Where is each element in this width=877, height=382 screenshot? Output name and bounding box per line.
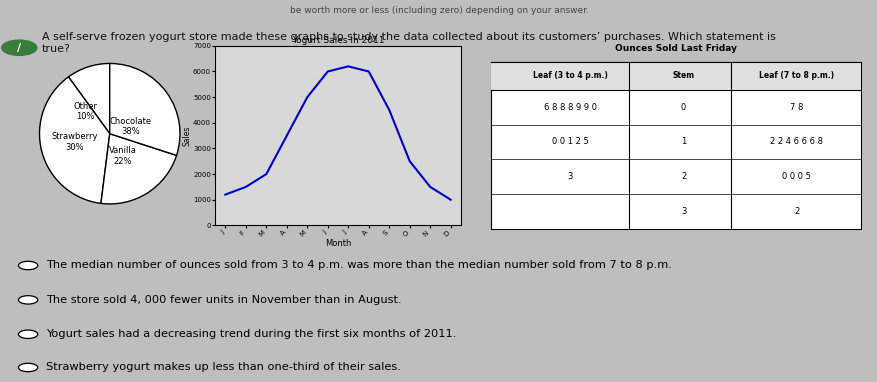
Text: Vanilla
22%: Vanilla 22% [109,146,136,166]
Text: 6 8 8 8 9 9 0: 6 8 8 8 9 9 0 [543,103,596,112]
Text: /: / [18,43,21,53]
Text: A self-serve frozen yogurt store made these graphs to study the data collected a: A self-serve frozen yogurt store made th… [42,32,775,54]
Text: 3: 3 [567,172,573,181]
Wedge shape [101,134,176,204]
Text: Ounces Sold Last Friday: Ounces Sold Last Friday [615,44,736,53]
Y-axis label: Sales: Sales [182,125,191,146]
Circle shape [18,330,38,338]
Text: Leaf (7 to 8 p.m.): Leaf (7 to 8 p.m.) [759,71,833,81]
Text: 0: 0 [681,103,686,112]
Text: Yogurt sales had a decreasing trend during the first six months of 2011.: Yogurt sales had a decreasing trend duri… [46,329,455,339]
Text: Strawberry
30%: Strawberry 30% [52,133,97,152]
Text: Other
10%: Other 10% [73,102,97,121]
FancyBboxPatch shape [490,62,860,229]
FancyBboxPatch shape [490,62,860,90]
Circle shape [2,40,37,55]
Text: 2: 2 [681,172,686,181]
Text: Chocolate
38%: Chocolate 38% [110,117,152,136]
Circle shape [18,261,38,270]
Wedge shape [68,63,110,134]
Circle shape [18,296,38,304]
Text: 2 2 4 6 6 6 8: 2 2 4 6 6 6 8 [769,138,823,146]
Text: Leaf (3 to 4 p.m.): Leaf (3 to 4 p.m.) [532,71,607,81]
Text: Stem: Stem [672,71,694,81]
Text: The median number of ounces sold from 3 to 4 p.m. was more than the median numbe: The median number of ounces sold from 3 … [46,261,671,270]
Title: Yogurt Sales in 2011: Yogurt Sales in 2011 [291,36,384,45]
Text: 7 8: 7 8 [789,103,802,112]
Text: be worth more or less (including zero) depending on your answer.: be worth more or less (including zero) d… [289,6,588,15]
Text: 2: 2 [794,207,799,216]
Wedge shape [39,77,110,203]
Wedge shape [110,63,180,155]
Text: 3: 3 [681,207,686,216]
Circle shape [18,363,38,372]
Text: 0 0 1 2 5: 0 0 1 2 5 [552,138,588,146]
Text: The store sold 4, 000 fewer units in November than in August.: The store sold 4, 000 fewer units in Nov… [46,295,401,305]
Text: 0 0 0 5: 0 0 0 5 [781,172,810,181]
Text: 1: 1 [681,138,686,146]
Text: Strawberry yogurt makes up less than one-third of their sales.: Strawberry yogurt makes up less than one… [46,363,400,372]
X-axis label: Month: Month [324,240,351,248]
